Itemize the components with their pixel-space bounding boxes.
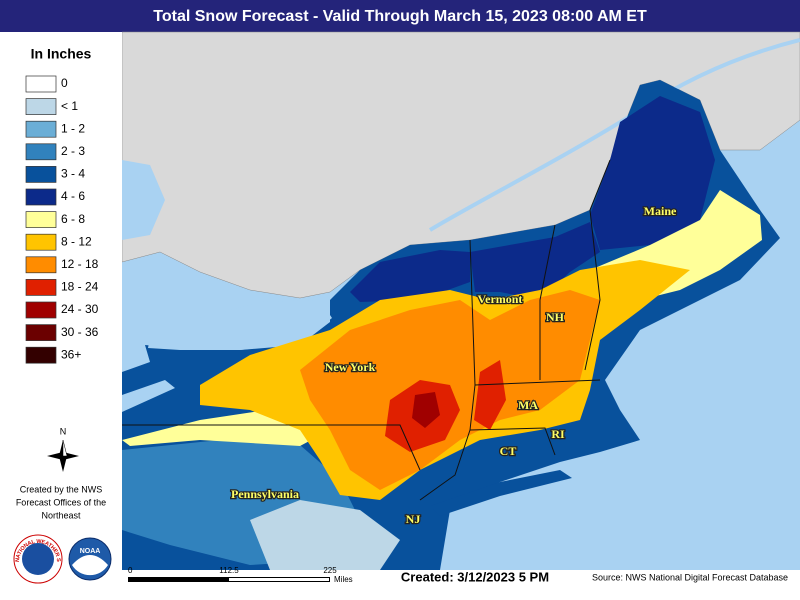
legend-swatch bbox=[25, 256, 57, 274]
title-bar bbox=[0, 0, 800, 32]
source: Source: NWS National Digital Forecast Da… bbox=[592, 572, 788, 582]
legend-swatch bbox=[25, 211, 57, 228]
legend-label: 1 - 2 bbox=[61, 121, 85, 135]
credit-line: Northeast bbox=[41, 510, 81, 520]
legend-swatch bbox=[25, 98, 57, 115]
state-label: MA bbox=[518, 398, 538, 412]
snow-area bbox=[350, 250, 470, 302]
credit-line: Forecast Offices of the bbox=[16, 497, 106, 507]
snow-area bbox=[590, 96, 715, 250]
map: Maine Vermont NH New York MA CT RI Pennsylvania… bbox=[121, 31, 800, 570]
title: Total Snow Forecast - Valid Through Marc… bbox=[153, 8, 647, 25]
state-label: Vermont bbox=[478, 292, 523, 306]
scale-label: 0 bbox=[128, 566, 133, 575]
legend-swatch bbox=[25, 143, 57, 161]
state-label: RI bbox=[551, 427, 565, 441]
legend-label: 2 - 3 bbox=[61, 144, 85, 158]
legend-label: 24 - 30 bbox=[61, 302, 99, 316]
state-label: Pennsylvania bbox=[231, 487, 299, 501]
state-label: CT bbox=[500, 444, 517, 458]
lake bbox=[122, 160, 165, 240]
legend-swatch bbox=[25, 166, 57, 183]
credit: Created by the NWS Forecast Offices of th… bbox=[16, 484, 106, 520]
lake-ontario bbox=[148, 300, 332, 350]
credit-line: Created by the NWS bbox=[20, 484, 103, 494]
legend-label: 36+ bbox=[61, 347, 81, 361]
legend-swatch bbox=[25, 301, 57, 319]
state-labels: Maine Vermont NH New York MA CT RI Pennsylvania… bbox=[230, 203, 679, 528]
legend-swatch bbox=[25, 324, 57, 341]
scale-label: 112.5 bbox=[219, 566, 239, 575]
noaa-logo: NOAA bbox=[68, 537, 112, 581]
state-borders bbox=[122, 159, 611, 501]
noaa-logo-text: NOAA bbox=[80, 548, 101, 555]
snow-area bbox=[250, 500, 400, 570]
compass: N bbox=[47, 426, 79, 472]
snow-area bbox=[474, 360, 506, 430]
legend-swatch bbox=[25, 75, 57, 93]
legend-swatch bbox=[25, 188, 57, 206]
legend-title: In Inches bbox=[31, 46, 92, 62]
legend-label: 12 - 18 bbox=[61, 257, 99, 271]
scale-unit: Miles bbox=[334, 575, 353, 584]
legend-label: 6 - 8 bbox=[61, 212, 85, 226]
legend-swatch bbox=[25, 120, 57, 138]
legend-label: 0 bbox=[61, 76, 68, 90]
legend: 0 < 1 1 - 2 2 - 3 3 - 4 4 - 6 6 - 8 8 - 12 12 - … bbox=[25, 75, 99, 364]
legend-swatch bbox=[25, 233, 57, 251]
state-label: Maine bbox=[644, 204, 677, 218]
legend-label: 8 - 12 bbox=[61, 234, 92, 248]
legend-label: 4 - 6 bbox=[61, 189, 85, 203]
compass-label: N bbox=[60, 426, 67, 436]
legend-label: 18 - 24 bbox=[61, 280, 99, 294]
state-label: NH bbox=[546, 310, 565, 324]
state-label: NJ bbox=[406, 512, 421, 526]
legend-swatch bbox=[25, 279, 57, 296]
created-date: Created: 3/12/2023 5 PM bbox=[401, 569, 549, 584]
snow-area bbox=[470, 222, 600, 300]
lake-erie bbox=[122, 380, 175, 412]
legend-label: 30 - 36 bbox=[61, 325, 99, 339]
scale-label: 225 bbox=[323, 566, 337, 575]
legend-label: < 1 bbox=[61, 99, 78, 113]
legend-swatch bbox=[25, 346, 57, 364]
legend-label: 3 - 4 bbox=[61, 167, 85, 181]
snow-area bbox=[430, 470, 572, 516]
state-label: New York bbox=[325, 360, 376, 374]
snow-area bbox=[412, 392, 440, 428]
left-panel bbox=[0, 32, 122, 570]
